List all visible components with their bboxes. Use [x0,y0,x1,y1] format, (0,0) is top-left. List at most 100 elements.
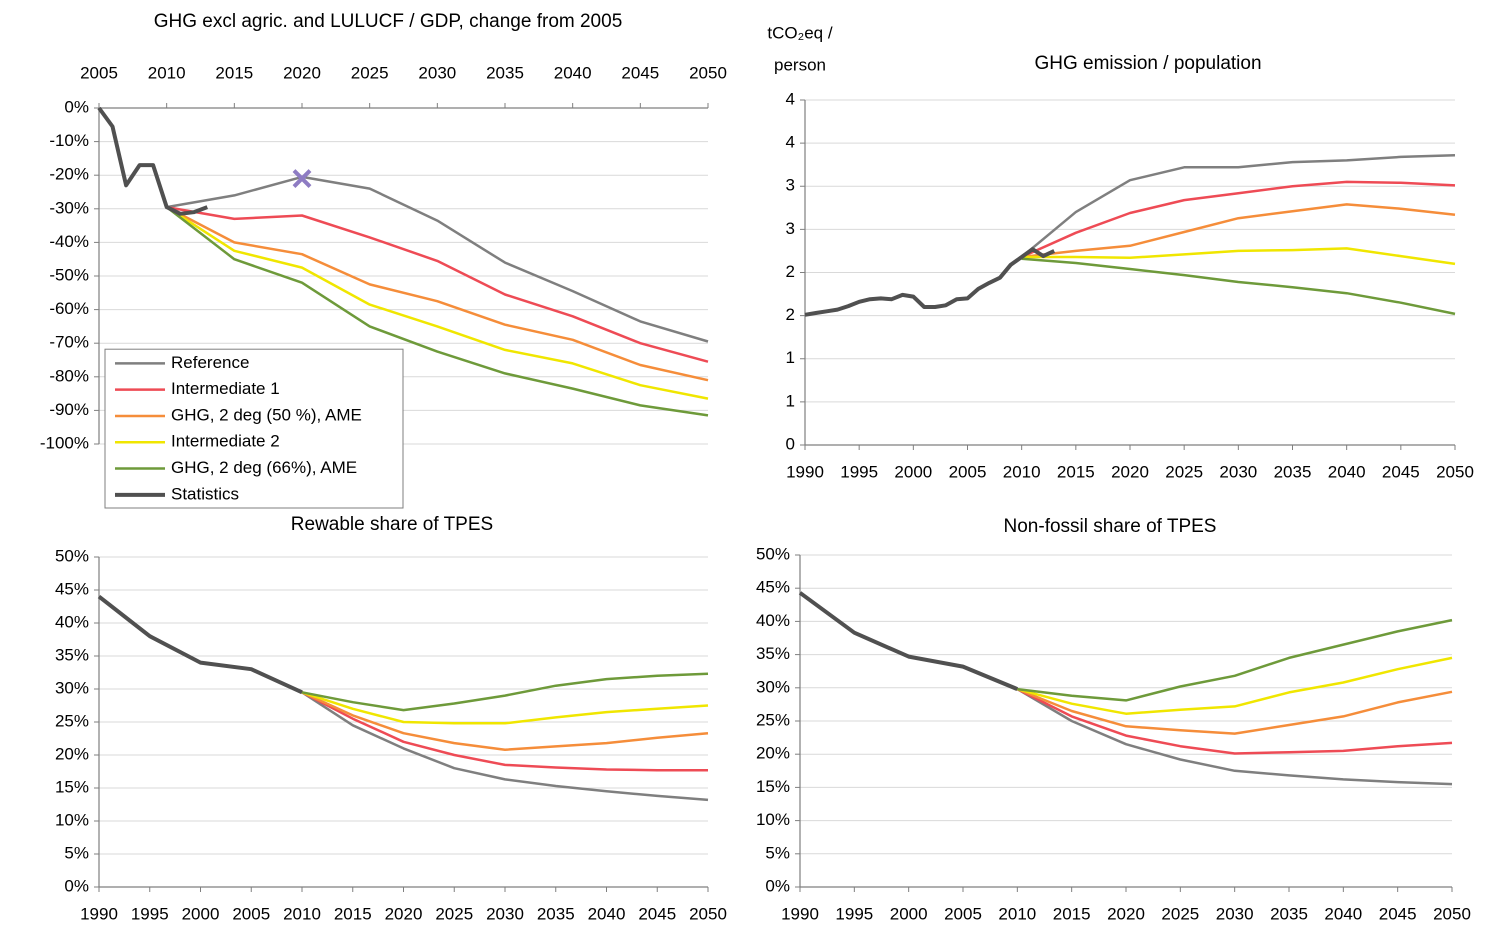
x-tick-label: 2020 [385,904,423,923]
y-tick-label: -80% [49,366,89,385]
x-tick-label: 2020 [1107,904,1145,923]
series-line [166,205,709,382]
y-tick-label: 2 [786,305,795,324]
y-tick-label: 45% [55,579,89,598]
series-line [166,206,709,400]
series-line [97,595,303,695]
series-line [798,591,1019,691]
y-tick-label: -60% [49,299,89,318]
y-tick-label: 35% [55,645,89,664]
y-axis-label: person [774,55,826,74]
x-tick-label: 2015 [334,904,372,923]
x-tick-label: 2005 [80,63,118,82]
x-tick-label: 2025 [1165,462,1203,481]
x-tick-label: 2025 [1161,904,1199,923]
series-line [301,691,709,802]
y-tick-label: -90% [49,400,89,419]
x-tick-label: 1990 [786,462,824,481]
x-tick-label: 1995 [840,462,878,481]
legend-label: Reference [171,353,249,372]
x-tick-label: 2030 [418,63,456,82]
x-tick-label: 2000 [894,462,932,481]
y-tick-label: 25% [756,710,790,729]
target-marker [292,169,312,188]
y-tick-label: 3 [786,176,795,195]
x-tick-label: 2040 [588,904,626,923]
y-tick-label: -100% [40,433,89,452]
x-tick-label: 2035 [537,904,575,923]
series-line [1021,180,1456,259]
y-tick-label: 30% [55,678,89,697]
chart: Non-fossil share of TPES 0% 5% 10% 15% 20% 25%… [756,516,1471,923]
y-tick-label: 0% [64,876,89,895]
y-tick-label: -40% [49,232,89,251]
y-tick-label: 25% [55,711,89,730]
legend: Reference Intermediate 1 GHG, 2 deg (50 %)… [104,348,404,509]
x-tick-label: 2000 [890,904,928,923]
x-tick-label: 2030 [1216,904,1254,923]
x-tick-label: 2020 [1111,462,1149,481]
x-tick-label: 2025 [351,63,389,82]
legend-label: Intermediate 1 [171,379,280,398]
x-tick-label: 2035 [1274,462,1312,481]
x-tick-label: 2035 [1270,904,1308,923]
x-tick-label: 2010 [998,904,1036,923]
y-tick-label: 50% [55,546,89,565]
x-tick-label: 2050 [689,904,727,923]
series-line [301,691,708,772]
y-tick-label: 0% [64,97,89,116]
y-tick-label: 40% [55,612,89,631]
y-tick-label: 5% [64,843,89,862]
y-tick-label: 20% [55,744,89,763]
y-tick-label: 30% [756,677,790,696]
series-line [165,206,709,417]
series-line [1016,688,1453,786]
x-tick-label: 2010 [1003,462,1041,481]
legend-label: GHG, 2 deg (50 %), AME [171,405,362,424]
x-tick-label: 2010 [148,63,186,82]
x-tick-label: 2020 [283,63,321,82]
x-tick-label: 2030 [486,904,524,923]
x-tick-label: 2045 [621,63,659,82]
legend-label: Statistics [171,484,239,503]
series-line [1021,203,1456,259]
series-line [1020,153,1456,258]
x-tick-label: 2050 [1436,462,1474,481]
y-tick-label: 5% [765,843,790,862]
y-tick-label: 50% [756,544,790,563]
series-line [804,247,1056,317]
series-line [1017,618,1453,702]
chart: GHG excl agric. and LULUCF / GDP, change… [40,11,727,509]
series-line [166,205,709,363]
y-tick-label: 35% [756,644,790,663]
chart-title: GHG excl agric. and LULUCF / GDP, change… [154,11,623,32]
legend-label: GHG, 2 deg (66%), AME [171,458,357,477]
y-tick-label: 45% [756,578,790,597]
y-tick-label: -70% [49,333,89,352]
y-tick-label: 10% [55,810,89,829]
y-tick-label: -20% [49,165,89,184]
x-tick-label: 2040 [1328,462,1366,481]
series-line [1016,687,1453,755]
x-tick-label: 1990 [781,904,819,923]
x-tick-label: 2050 [689,63,727,82]
x-tick-label: 2015 [1057,462,1095,481]
series-line [1016,656,1453,715]
x-tick-label: 2015 [215,63,253,82]
y-tick-label: -30% [49,198,89,217]
series-line [1021,247,1456,266]
series-line [166,175,709,343]
y-tick-label: 3 [786,219,795,238]
chart-title: Rewable share of TPES [291,514,493,535]
legend-box [104,348,404,509]
series-line [301,691,709,725]
x-tick-label: 1995 [131,904,169,923]
y-tick-label: 2 [786,262,795,281]
y-tick-label: 4 [786,89,795,108]
x-tick-label: 2040 [1324,904,1362,923]
y-axis-label: tCO₂eq / [767,23,832,42]
x-tick-label: 2005 [232,904,270,923]
chart-title: Non-fossil share of TPES [1004,516,1217,537]
